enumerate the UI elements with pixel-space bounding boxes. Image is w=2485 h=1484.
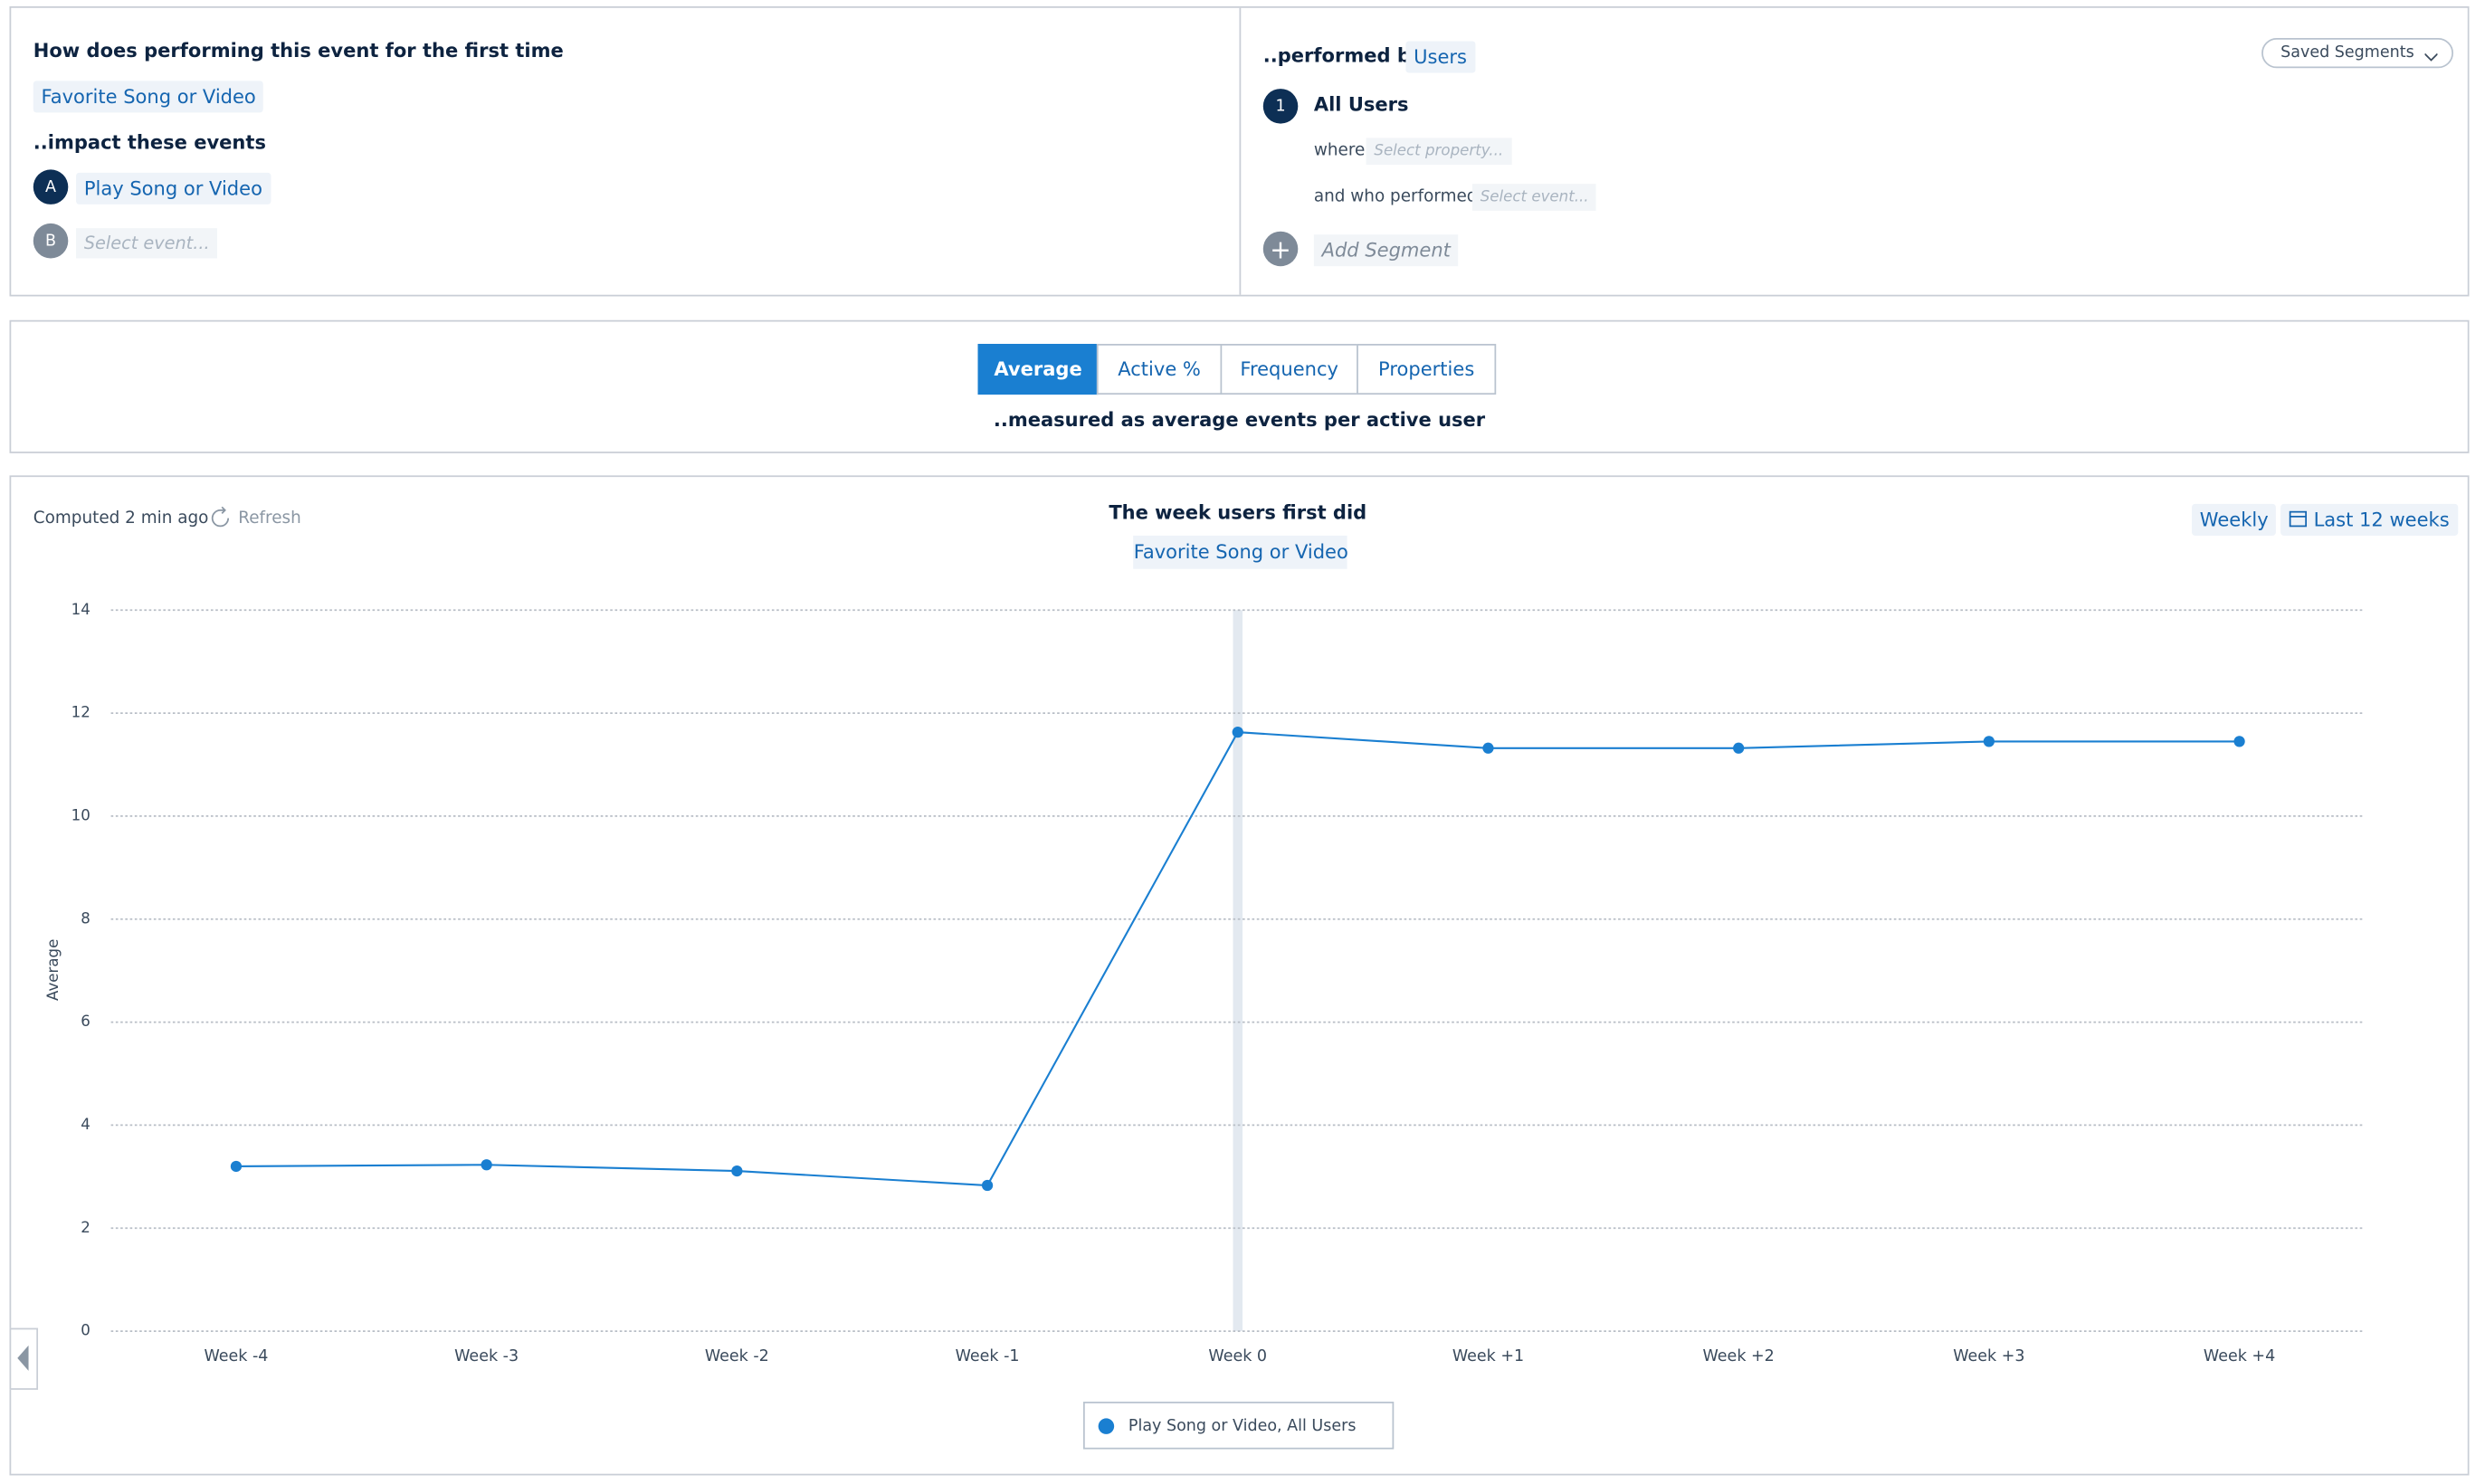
subtitle-bg (1133, 535, 1347, 569)
interval[interactable]: Weekly (2192, 503, 2277, 536)
segment-label[interactable]: All Users (1313, 93, 1409, 116)
performed-by[interactable]: Users (1405, 41, 1475, 73)
data-point[interactable] (1482, 742, 1494, 754)
first-event[interactable]: Favorite Song or Video (33, 81, 264, 113)
y-tick-label: 6 (81, 1013, 90, 1030)
y-tick-label: 2 (81, 1219, 90, 1236)
measure-tab[interactable]: Average (977, 344, 1099, 395)
data-point[interactable] (2233, 736, 2245, 747)
x-tick-label: Week -4 (204, 1347, 268, 1365)
x-tick-label: Week -2 (705, 1347, 769, 1365)
y-tick-label: 10 (71, 806, 90, 823)
divider (1239, 7, 1242, 295)
add-segment[interactable]: Add Segment (1313, 234, 1459, 267)
chevron (2425, 52, 2439, 62)
who-placeholder[interactable]: Select event... (1471, 184, 1597, 211)
event-placeholder[interactable]: Select event... (76, 228, 218, 259)
y-tick-label: 8 (81, 909, 90, 927)
range[interactable]: Last 12 weeks (2280, 503, 2458, 536)
event[interactable]: Play Song or Video (76, 172, 271, 205)
data-point[interactable] (1733, 742, 1745, 754)
measure-tab[interactable]: Properties (1357, 344, 1497, 395)
data-point[interactable] (981, 1179, 994, 1192)
y-tick-label: 12 (71, 704, 90, 721)
x-tick-label: Week -3 (454, 1347, 519, 1365)
computed: Computed 2 min ago (33, 509, 209, 528)
where-placeholder[interactable]: Select property... (1366, 138, 1511, 166)
data-point[interactable] (230, 1160, 243, 1173)
highlight-band (1233, 610, 1243, 1332)
x-tick-label: Week 0 (1208, 1347, 1267, 1365)
chart-subtitle[interactable]: Favorite Song or Video (1134, 540, 1348, 563)
y-tick-label: 4 (81, 1116, 90, 1133)
measure-panel: ..measured as average events per active … (9, 319, 2470, 453)
saved-segments[interactable]: Saved Segments (2261, 38, 2454, 69)
who-label: and who performed (1313, 186, 1478, 206)
performed-by-label: ..performed by (1262, 44, 1423, 67)
data-point[interactable] (1983, 736, 1995, 747)
x-tick-label: Week +1 (1452, 1347, 1524, 1365)
y-tick-label: 0 (81, 1322, 90, 1339)
saved-segments-label: Saved Segments (2280, 44, 2414, 62)
event-badge: B (33, 223, 69, 259)
y-tick-label: 14 (71, 601, 90, 618)
measure-tab[interactable]: Active % (1096, 344, 1223, 395)
arrow-icon (17, 1345, 29, 1371)
measure-tab[interactable]: Frequency (1220, 344, 1358, 395)
legend-box (1083, 1402, 1395, 1450)
chart-title: The week users first did (1109, 500, 1366, 523)
range-label: Last 12 weeks (2313, 509, 2450, 531)
collapse-toggle[interactable] (9, 1327, 39, 1390)
data-point[interactable] (731, 1165, 743, 1177)
query-title: How does performing this event for the f… (33, 39, 564, 62)
where-label: where (1313, 140, 1366, 160)
segment-badge: 1 (1262, 89, 1299, 124)
refresh-label: Refresh (238, 509, 301, 528)
impact-label: ..impact these events (33, 131, 266, 154)
data-point[interactable] (1232, 727, 1243, 738)
query-panel: How does performing this event for the f… (9, 6, 2470, 297)
x-tick-label: Week -1 (956, 1347, 1020, 1365)
data-point[interactable] (481, 1159, 492, 1171)
legend-swatch (1098, 1418, 1115, 1434)
measure-caption: ..measured as average events per active … (993, 408, 1486, 432)
y-axis-label: Average (44, 939, 62, 1001)
event-badge: A (33, 169, 69, 205)
add-icon[interactable]: + (1262, 231, 1299, 267)
refresh-icon (211, 506, 230, 528)
legend-label[interactable]: Play Song or Video, All Users (1128, 1417, 1357, 1435)
x-tick-label: Week +2 (1703, 1347, 1775, 1365)
x-tick-label: Week +4 (2204, 1347, 2275, 1365)
calendar-icon (2289, 510, 2308, 528)
x-tick-label: Week +3 (1953, 1347, 2024, 1365)
refresh[interactable]: Refresh (207, 506, 301, 531)
